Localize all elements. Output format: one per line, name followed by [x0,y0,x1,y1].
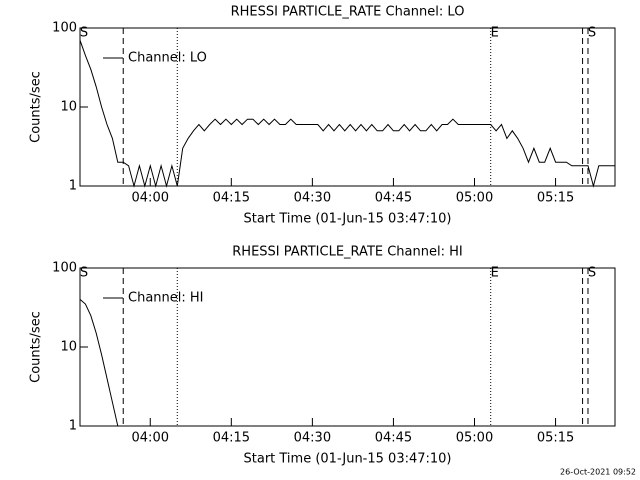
x-tick-label: 04:45 [375,191,412,206]
y-tick-label: 100 [52,261,77,276]
chart-title: RHESSI PARTICLE_RATE Channel: HI [232,245,462,260]
event-label: S [80,26,88,41]
x-tick-label: 04:00 [132,431,169,446]
event-label: S [80,266,88,281]
y-tick-label: 100 [52,21,77,36]
chart-title: RHESSI PARTICLE_RATE Channel: LO [231,5,465,20]
x-tick-label: 04:15 [213,191,250,206]
x-tick-label: 05:00 [456,431,493,446]
x-tick-label: 04:00 [132,191,169,206]
x-tick-label: 04:30 [294,191,331,206]
x-tick-label: 04:45 [375,431,412,446]
y-axis-title: Counts/sec [29,71,44,143]
legend-label: Channel: LO [128,51,207,66]
x-axis-title: Start Time (01-Jun-15 03:47:10) [244,452,452,467]
event-label: E [491,26,499,41]
y-axis-title: Counts/sec [29,311,44,383]
x-tick-label: 05:15 [537,191,574,206]
y-tick-label: 10 [60,340,77,355]
y-tick-label: 10 [60,100,77,115]
event-label: S [588,26,596,41]
data-line [79,40,615,188]
x-axis-title: Start Time (01-Jun-15 03:47:10) [244,212,452,227]
event-label: S [588,266,596,281]
x-tick-label: 04:15 [213,431,250,446]
x-tick-label: 05:00 [456,191,493,206]
y-tick-label: 1 [69,179,77,194]
legend-label: Channel: HI [128,291,204,306]
x-tick-label: 04:30 [294,431,331,446]
event-label: E [491,266,499,281]
y-tick-label: 1 [69,419,77,434]
data-line [79,299,119,427]
footer-timestamp: 26-Oct-2021 09:52 [560,468,636,477]
x-tick-label: 05:15 [537,431,574,446]
